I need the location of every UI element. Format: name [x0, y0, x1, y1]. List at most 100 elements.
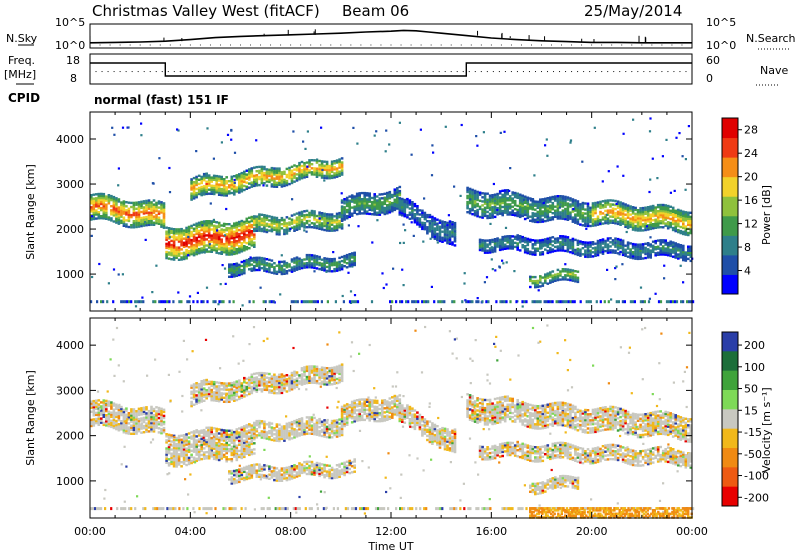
range-cell: [661, 245, 665, 248]
range-cell: [335, 269, 339, 272]
range-cell: [215, 251, 218, 254]
nave-point: [227, 71, 230, 73]
range-cell: [677, 218, 680, 222]
scatter-cell: [177, 129, 180, 132]
range-cell: [345, 208, 349, 212]
range-cell: [345, 258, 349, 261]
range-cell: [426, 220, 429, 223]
range-cell: [120, 219, 123, 222]
range-cell: [293, 219, 296, 222]
power-colorbar-segment: [722, 118, 738, 139]
range-cell: [426, 230, 429, 233]
range-cell: [669, 223, 672, 227]
range-cell: [596, 241, 600, 245]
range-cell: [187, 237, 191, 241]
range-cell: [403, 213, 407, 216]
range-cell: [255, 262, 259, 266]
range-cell: [255, 178, 259, 181]
range-cell: [544, 207, 547, 211]
range-cell: [132, 414, 136, 417]
range-cell: [363, 191, 366, 195]
range-cell: [679, 248, 683, 251]
range-cell: [501, 193, 504, 197]
range-cell: [501, 205, 504, 209]
range-cell: [564, 199, 567, 203]
range-cell: [182, 456, 186, 459]
range-cell: [689, 225, 693, 229]
range-cell: [488, 198, 492, 201]
range-cell: [604, 209, 607, 213]
range-cell: [566, 248, 570, 251]
range-cell: [207, 222, 211, 225]
range-cell: [536, 214, 540, 218]
range-cell: [503, 193, 507, 196]
range-cell: [167, 435, 171, 439]
range-cell: [248, 170, 251, 173]
range-cell: [182, 241, 186, 244]
range-cell: [90, 410, 93, 413]
range-cell: [170, 456, 173, 459]
range-cell: [145, 215, 148, 219]
range-cell: [180, 444, 183, 448]
ground-cell: [292, 300, 295, 304]
scatter-cell: [375, 130, 378, 133]
range-cell: [328, 261, 331, 265]
range-cell: [278, 270, 281, 274]
range-cell: [596, 205, 600, 208]
range-cell: [137, 201, 141, 204]
range-cell: [549, 210, 552, 213]
range-cell: [626, 206, 630, 209]
range-cell: [624, 225, 627, 228]
range-cell: [666, 212, 670, 216]
range-cell: [566, 196, 570, 199]
range-cell: [122, 218, 126, 221]
range-cell: [448, 240, 452, 243]
range-cell: [215, 247, 218, 250]
range-cell: [559, 201, 562, 204]
range-cell: [471, 192, 474, 196]
range-cell: [629, 225, 632, 228]
range-cell: [556, 245, 560, 248]
range-cell: [140, 200, 143, 203]
range-cell: [285, 226, 289, 229]
range-cell: [441, 222, 444, 225]
range-cell: [253, 223, 256, 227]
range-cell: [586, 247, 590, 250]
range-cell: [566, 218, 570, 221]
range-cell: [549, 242, 552, 246]
range-cell: [534, 286, 537, 289]
range-cell: [378, 213, 382, 216]
range-cell: [451, 243, 454, 246]
range-cell: [220, 228, 223, 231]
range-cell: [300, 164, 304, 168]
range-cell: [170, 251, 173, 255]
nave-point: [354, 71, 356, 73]
nave-point: [643, 71, 645, 73]
range-cell: [228, 267, 231, 270]
range-cell: [634, 226, 637, 230]
range-cell: [228, 229, 231, 232]
range-cell: [235, 188, 239, 191]
range-cell: [145, 199, 148, 203]
range-cell: [300, 173, 304, 176]
range-cell: [253, 229, 256, 233]
range-cell: [263, 261, 266, 264]
range-cell: [110, 196, 113, 200]
range-cell: [197, 233, 201, 237]
range-cell: [215, 249, 218, 252]
range-cell: [398, 209, 402, 212]
range-cell: [516, 244, 519, 247]
range-cell: [157, 416, 161, 420]
range-cell: [253, 235, 256, 238]
range-cell: [290, 266, 294, 269]
range-cell: [496, 194, 499, 198]
range-cell: [544, 205, 547, 209]
range-cell: [473, 197, 477, 201]
range-cell: [263, 263, 266, 266]
range-cell: [110, 403, 113, 406]
range-cell: [175, 453, 178, 456]
range-cell: [187, 436, 191, 439]
range-cell: [393, 192, 397, 195]
range-cell: [175, 455, 178, 458]
range-cell: [611, 243, 615, 246]
